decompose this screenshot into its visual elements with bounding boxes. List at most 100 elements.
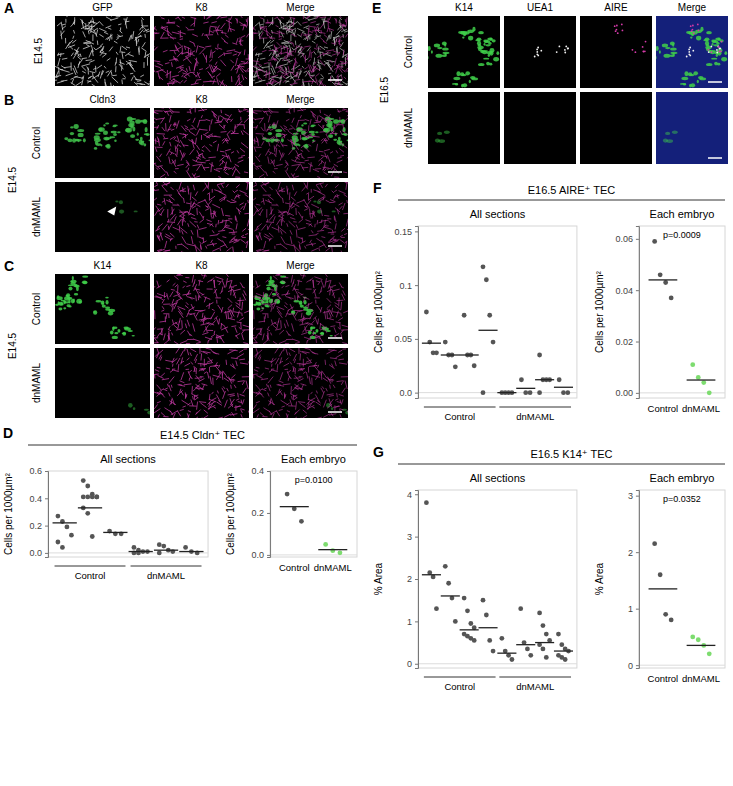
- texture: [88, 22, 94, 23]
- texture: [184, 211, 188, 213]
- texture: [300, 163, 304, 170]
- micrograph-content: [55, 16, 150, 86]
- texture: [220, 116, 225, 119]
- texture: [348, 79, 349, 82]
- texture: [184, 252, 186, 253]
- texture: [238, 194, 239, 198]
- micrograph: [148, 104, 254, 184]
- texture: [272, 56, 275, 61]
- texture: [205, 46, 211, 47]
- texture: [327, 168, 331, 169]
- micrograph: [149, 10, 253, 91]
- micrograph-background: [253, 182, 348, 252]
- texture: [155, 182, 158, 184]
- texture: [265, 16, 268, 17]
- texture: [196, 128, 199, 135]
- texture: [318, 196, 325, 200]
- texture: [334, 164, 338, 166]
- texture: [196, 154, 201, 161]
- texture: [129, 60, 137, 61]
- texture: [126, 61, 133, 66]
- texture: [174, 51, 175, 54]
- texture: [227, 200, 231, 202]
- texture: [224, 172, 228, 175]
- texture: [226, 85, 232, 86]
- texture: [199, 46, 205, 48]
- texture: [125, 52, 130, 56]
- texture: [222, 139, 225, 141]
- texture: [326, 54, 332, 56]
- texture: [180, 150, 183, 156]
- texture: [295, 41, 296, 45]
- texture: [273, 160, 275, 164]
- texture: [279, 67, 283, 68]
- texture: [261, 127, 264, 131]
- texture: [268, 59, 276, 60]
- texture: [322, 125, 324, 128]
- texture: [262, 50, 267, 52]
- texture: [289, 192, 291, 200]
- texture: [123, 74, 126, 77]
- texture: [264, 111, 270, 113]
- texture: [113, 124, 118, 126]
- texture: [304, 147, 309, 152]
- texture: [121, 80, 123, 85]
- texture: [266, 22, 274, 24]
- texture: [307, 71, 311, 75]
- texture: [205, 206, 207, 208]
- texture: [238, 160, 244, 162]
- texture: [288, 140, 295, 145]
- texture: [220, 110, 222, 113]
- texture: [293, 62, 295, 70]
- texture: [244, 171, 248, 173]
- texture: [228, 26, 230, 32]
- texture: [295, 154, 300, 161]
- texture: [106, 35, 113, 40]
- texture: [170, 37, 176, 39]
- texture: [293, 203, 300, 207]
- texture: [58, 67, 60, 75]
- texture: [133, 31, 134, 39]
- texture: [285, 81, 288, 83]
- texture: [268, 157, 269, 164]
- texture: [287, 47, 288, 54]
- micrograph-background: [55, 274, 150, 344]
- micrograph-content: [55, 182, 150, 252]
- texture: [287, 168, 288, 171]
- micrograph-layer: [55, 108, 150, 178]
- texture: [289, 201, 290, 207]
- texture: [61, 31, 62, 40]
- texture: [256, 133, 264, 135]
- texture: [227, 134, 230, 140]
- texture: [73, 68, 76, 75]
- texture: [295, 65, 300, 69]
- texture: [219, 248, 221, 251]
- texture: [183, 219, 186, 222]
- texture: [167, 171, 169, 176]
- texture: [188, 223, 189, 227]
- texture: [131, 77, 133, 81]
- texture: [230, 28, 232, 32]
- texture: [324, 169, 326, 171]
- texture: [166, 72, 172, 75]
- texture: [296, 225, 298, 229]
- texture: [92, 84, 95, 86]
- texture: [221, 32, 227, 33]
- micrograph-layer: [154, 16, 249, 86]
- image-panel: AGFPK8MergeE14.5: [4, 0, 353, 91]
- texture: [310, 119, 311, 125]
- texture: [332, 211, 336, 213]
- texture: [190, 201, 191, 207]
- texture: [311, 52, 312, 58]
- texture: [341, 228, 345, 231]
- texture: [178, 31, 186, 34]
- texture: [171, 161, 174, 164]
- texture: [290, 18, 292, 25]
- texture: [75, 77, 83, 79]
- texture: [194, 221, 197, 222]
- texture: [274, 145, 276, 151]
- texture: [292, 73, 296, 77]
- texture: [117, 131, 121, 133]
- texture: [254, 138, 255, 144]
- texture: [99, 34, 103, 37]
